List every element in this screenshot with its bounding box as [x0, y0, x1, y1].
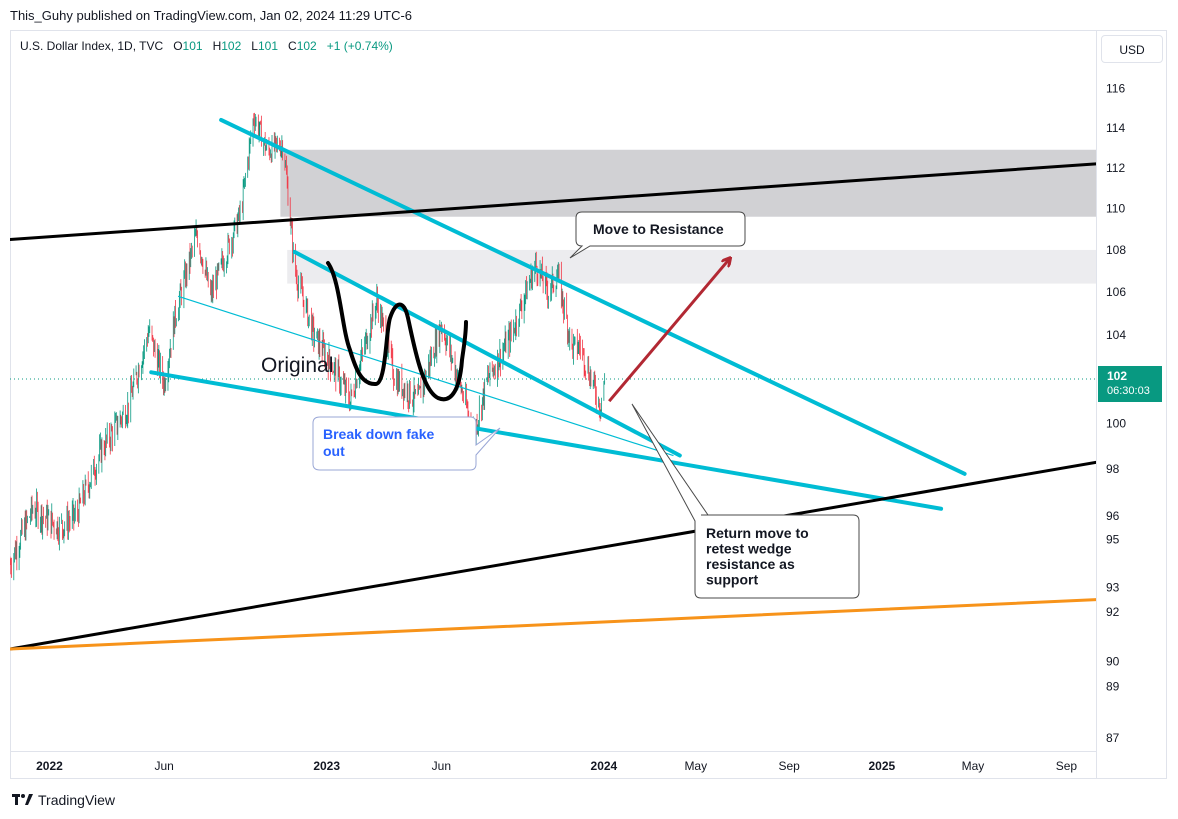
price-tick-label: 112 — [1106, 161, 1125, 175]
close-label: C — [288, 39, 297, 53]
return-move-label-line: resistance as — [706, 556, 795, 572]
close-value: 102 — [296, 39, 317, 53]
return-move-label: Return move to retest wedge resistance as s… — [706, 525, 809, 588]
time-tick-label: Sep — [779, 759, 801, 773]
price-tick-label: 98 — [1106, 462, 1120, 476]
time-tick-label: 2024 — [591, 759, 618, 773]
return-move-label-line: Return move to — [706, 525, 809, 541]
price-tick-label: 90 — [1106, 654, 1120, 668]
upper-trendline[interactable] — [10, 162, 1096, 242]
time-tick-label: May — [684, 759, 707, 773]
price-tick-label: 106 — [1106, 285, 1126, 299]
inner-wedge-line[interactable] — [292, 250, 682, 458]
hand-drawn-w-pattern — [326, 261, 468, 402]
time-axis[interactable]: 2022 Jun 2023 Jun 2024 May Sep 2025 May Sep — [36, 759, 1077, 773]
change-value: +1 (+0.74%) — [326, 39, 393, 53]
forecast-arrow[interactable] — [608, 258, 730, 403]
price-tick-label: 93 — [1106, 580, 1120, 594]
price-tick-label: 116 — [1106, 82, 1125, 96]
price-tick-label: 114 — [1106, 121, 1125, 135]
last-price-badge: 102 06:30:03 — [1098, 366, 1162, 402]
price-tick-label: 96 — [1106, 509, 1120, 523]
annotations-group: Original Move to Resistance Break down fak… — [261, 211, 860, 599]
price-tick-label: 100 — [1106, 417, 1126, 431]
chart-frame — [10, 30, 1167, 779]
publish-caption: This_Guhy published on TradingView.com, … — [10, 8, 413, 23]
price-tick-label: 87 — [1106, 731, 1120, 745]
time-tick-label: Jun — [154, 759, 173, 773]
time-tick-label: 2023 — [313, 759, 340, 773]
price-tick-label: 92 — [1106, 605, 1120, 619]
price-axis[interactable]: 87 89 90 92 93 95 96 98 100 102 104 106 108 110 112 114… — [1106, 82, 1126, 745]
move-to-resistance-callout[interactable] — [569, 211, 746, 259]
tradingview-logo-icon — [12, 794, 33, 805]
return-move-label-line: support — [706, 572, 758, 588]
footer-brand[interactable]: TradingView — [12, 792, 115, 808]
resistance-zone-upper — [280, 149, 1096, 217]
move-to-resistance-label: Move to Resistance — [593, 221, 724, 237]
bar-countdown: 06:30:03 — [1107, 385, 1150, 397]
break-down-label-line: Break down fake — [323, 426, 434, 442]
open-label: O — [173, 39, 183, 53]
return-move-label-line: retest wedge — [706, 541, 792, 557]
price-tick-label: 104 — [1106, 328, 1126, 342]
price-tick-label: 89 — [1106, 680, 1120, 694]
price-tick-label: 110 — [1106, 202, 1125, 216]
low-value: 101 — [257, 39, 279, 53]
brand-label: TradingView — [38, 792, 116, 808]
break-down-label: Break down fake out — [323, 426, 434, 459]
high-label: H — [212, 39, 222, 53]
time-axis-separator — [10, 751, 1096, 752]
return-move-callout[interactable] — [631, 403, 860, 599]
upper-wedge-line[interactable] — [219, 117, 967, 476]
break-down-callout[interactable] — [312, 416, 501, 471]
orange-trendline[interactable] — [10, 598, 1096, 651]
price-tick-label: 95 — [1106, 532, 1120, 546]
resistance-zone-lower — [287, 249, 1096, 284]
price-tick-label: 108 — [1106, 243, 1126, 257]
thin-wedge-line[interactable] — [177, 295, 674, 457]
original-label: Original — [261, 354, 333, 377]
lower-trendline[interactable] — [10, 460, 1096, 651]
symbol-legend: U.S. Dollar Index, 1D, TVC O101 H102 L10… — [20, 39, 393, 53]
time-tick-label: 2022 — [36, 759, 63, 773]
time-tick-label: Sep — [1056, 759, 1078, 773]
break-down-label-line: out — [323, 443, 345, 459]
open-value: 101 — [182, 39, 203, 53]
candles-group — [10, 112, 606, 581]
time-tick-label: May — [962, 759, 985, 773]
plot-area — [10, 112, 1096, 651]
time-tick-label: 2025 — [868, 759, 895, 773]
high-value: 102 — [221, 39, 242, 53]
time-tick-label: Jun — [432, 759, 451, 773]
last-price-value: 102 — [1107, 369, 1128, 383]
symbol-name: U.S. Dollar Index, 1D, TVC — [20, 39, 164, 53]
currency-button[interactable]: USD — [1101, 35, 1163, 63]
price-axis-separator — [1096, 30, 1097, 779]
lower-wedge-line[interactable] — [149, 370, 944, 511]
low-label: L — [251, 39, 258, 53]
